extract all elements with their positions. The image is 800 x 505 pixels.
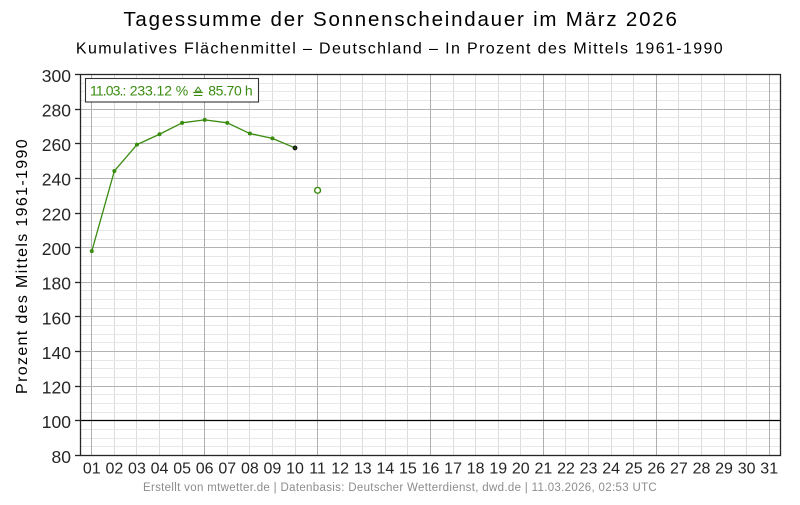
svg-text:06: 06 — [196, 461, 214, 478]
svg-text:12: 12 — [331, 461, 349, 478]
svg-text:300: 300 — [42, 66, 71, 86]
svg-text:04: 04 — [151, 461, 169, 478]
svg-text:233.12 %: 233.12 % — [130, 82, 188, 98]
svg-text:Erstellt von mtwetter.de | Dat: Erstellt von mtwetter.de | Datenbasis: D… — [143, 482, 657, 494]
svg-text:14: 14 — [376, 461, 394, 478]
svg-text:17: 17 — [444, 461, 462, 478]
svg-text:30: 30 — [738, 461, 756, 478]
svg-text:15: 15 — [399, 461, 417, 478]
svg-text:08: 08 — [241, 461, 259, 478]
svg-text:11.03.:: 11.03.: — [90, 82, 125, 98]
svg-text:31: 31 — [760, 461, 778, 478]
svg-text:22: 22 — [557, 461, 575, 478]
svg-text:26: 26 — [647, 461, 665, 478]
svg-text:01: 01 — [83, 461, 101, 478]
svg-text:280: 280 — [42, 100, 71, 120]
svg-text:18: 18 — [467, 461, 485, 478]
svg-text:05: 05 — [173, 461, 191, 478]
svg-text:120: 120 — [42, 378, 71, 398]
svg-text:220: 220 — [42, 204, 71, 224]
svg-text:Prozent des Mittels 1961-1990: Prozent des Mittels 1961-1990 — [14, 138, 31, 394]
svg-text:02: 02 — [105, 461, 123, 478]
svg-text:240: 240 — [42, 170, 71, 190]
svg-text:29: 29 — [715, 461, 733, 478]
svg-text:13: 13 — [354, 461, 372, 478]
svg-text:180: 180 — [42, 274, 71, 294]
svg-text:200: 200 — [42, 239, 71, 259]
svg-text:85.70 h: 85.70 h — [208, 82, 252, 98]
svg-text:25: 25 — [625, 461, 643, 478]
svg-text:28: 28 — [693, 461, 711, 478]
svg-text:260: 260 — [42, 135, 71, 155]
svg-text:24: 24 — [602, 461, 620, 478]
svg-text:100: 100 — [42, 412, 71, 432]
svg-text:09: 09 — [264, 461, 282, 478]
svg-text:140: 140 — [42, 343, 71, 363]
svg-text:16: 16 — [422, 461, 440, 478]
svg-text:11: 11 — [309, 461, 326, 478]
svg-text:21: 21 — [535, 461, 553, 478]
svg-text:19: 19 — [489, 461, 507, 478]
svg-text:80: 80 — [52, 447, 72, 467]
svg-text:20: 20 — [512, 461, 530, 478]
svg-text:160: 160 — [42, 308, 71, 328]
svg-text:03: 03 — [128, 461, 146, 478]
svg-text:10: 10 — [286, 461, 304, 478]
svg-text:Kumulatives Flächenmittel – De: Kumulatives Flächenmittel – Deutschland … — [76, 41, 724, 58]
svg-text:23: 23 — [580, 461, 598, 478]
svg-text:27: 27 — [670, 461, 688, 478]
svg-text:Tagessumme der Sonnenscheindau: Tagessumme der Sonnenscheindauer im März… — [123, 8, 678, 31]
svg-text:07: 07 — [218, 461, 236, 478]
